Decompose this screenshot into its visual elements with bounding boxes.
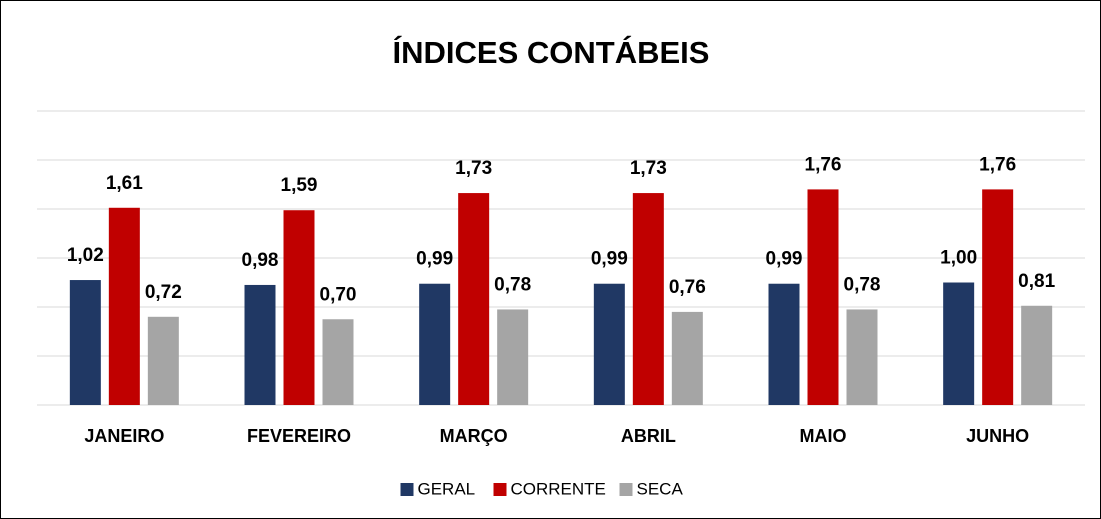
bar [943,282,975,405]
legend-label: GERAL [418,479,476,498]
bar [147,316,179,405]
chart-title: ÍNDICES CONTÁBEIS [393,35,710,70]
bar [671,311,703,405]
bar [497,309,529,405]
value-label: 0,70 [320,284,357,305]
value-label: 1,76 [805,154,842,175]
value-label: 1,61 [106,173,143,194]
bar [593,283,625,405]
bar [108,207,140,405]
x-tick-label: JUNHO [966,426,1029,446]
value-label: 0,99 [416,249,453,270]
bar [982,189,1014,405]
value-label: 0,72 [145,282,182,303]
legend-label: SECA [637,479,684,498]
value-label: 0,81 [1018,271,1055,292]
value-label: 0,98 [242,250,279,271]
bar [768,283,800,405]
value-label: 1,00 [940,248,977,269]
legend-label: CORRENTE [511,479,606,498]
value-label: 1,76 [979,154,1016,175]
legend-swatch [400,483,414,496]
value-label: 0,76 [669,277,706,298]
bar [283,210,315,405]
value-label: 1,02 [67,245,104,266]
value-label: 0,99 [766,249,803,270]
bar [632,193,664,405]
bar [244,284,276,405]
bar [1021,305,1053,405]
x-tick-label: ABRIL [621,426,676,446]
bar [322,319,354,405]
x-tick-label: MARÇO [440,426,508,446]
bar [846,309,878,405]
bar [419,283,451,405]
legend-swatch [619,483,633,496]
bar [69,280,101,405]
bar [807,189,839,405]
value-label: 0,99 [591,249,628,270]
legend-swatch [493,483,507,496]
value-label: 1,73 [455,158,492,179]
value-label: 0,78 [844,274,881,295]
bar [458,193,490,405]
value-label: 1,73 [630,158,667,179]
value-label: 1,59 [281,175,318,196]
x-tick-label: JANEIRO [84,426,164,446]
value-label: 0,78 [494,274,531,295]
x-tick-label: FEVEREIRO [247,426,351,446]
x-tick-label: MAIO [800,426,847,446]
